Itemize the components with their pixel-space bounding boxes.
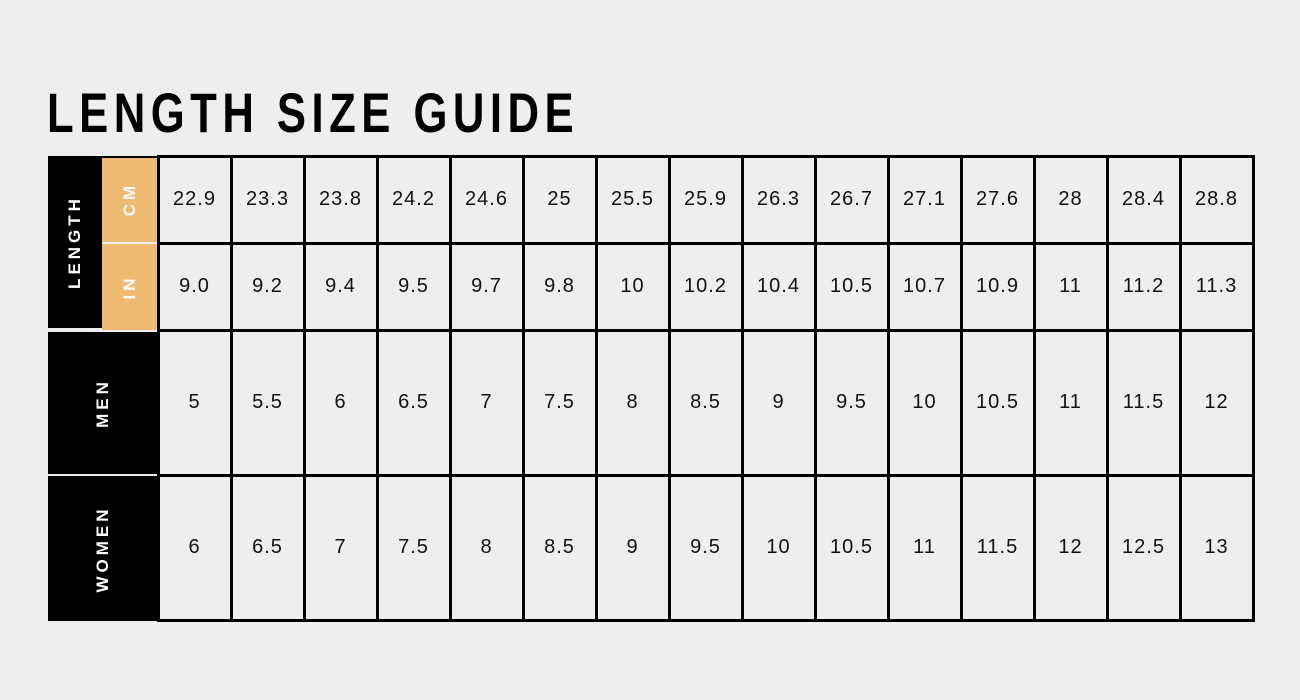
table-cell-women: 8.5 <box>544 536 575 558</box>
table-cell-in: 9.2 <box>252 275 283 297</box>
grid-line-vertical <box>887 156 890 621</box>
grid-line-vertical <box>303 156 306 621</box>
table-cell-cm: 27.1 <box>903 188 946 210</box>
table-cell-in: 10.4 <box>757 275 800 297</box>
table-cell-in: 10 <box>620 275 645 297</box>
table-cell-in: 9.5 <box>398 275 429 297</box>
table-cell-cm: 22.9 <box>173 188 216 210</box>
grid-line-vertical <box>230 156 233 621</box>
table-cell-men: 9 <box>772 391 785 413</box>
table-cell-men: 10 <box>912 391 937 413</box>
table-cell-cm: 27.6 <box>976 188 1019 210</box>
length-header: LENGTH <box>48 156 102 328</box>
table-cell-men: 12 <box>1204 391 1229 413</box>
table-cell-men: 11 <box>1059 391 1082 413</box>
table-cell-cm: 24.2 <box>392 188 435 210</box>
table-cell-cm: 23.8 <box>319 188 362 210</box>
table-cell-cm: 26.3 <box>757 188 800 210</box>
table-cell-men: 9.5 <box>836 391 867 413</box>
cm-header: CM <box>102 156 157 242</box>
table-cell-men: 8 <box>626 391 639 413</box>
grid-line-vertical <box>1106 156 1109 621</box>
table-cell-women: 6.5 <box>252 536 283 558</box>
table-cell-women: 12 <box>1058 536 1083 558</box>
table-cell-women: 10 <box>766 536 791 558</box>
grid-line-horizontal <box>48 156 158 158</box>
in-label: IN <box>119 274 139 300</box>
table-cell-women: 11 <box>913 536 936 558</box>
table-cell-men: 5 <box>188 391 201 413</box>
table-cell-women: 12.5 <box>1122 536 1165 558</box>
grid-line-horizontal <box>157 619 1255 622</box>
table-cell-women: 9 <box>626 536 639 558</box>
table-cell-cm: 25.9 <box>684 188 727 210</box>
table-cell-in: 10.7 <box>903 275 946 297</box>
table-cell-cm: 24.6 <box>465 188 508 210</box>
table-cell-cm: 28.4 <box>1122 188 1165 210</box>
table-cell-in: 11.2 <box>1122 275 1165 297</box>
grid-line-horizontal <box>157 474 1255 477</box>
grid-line-vertical <box>522 156 525 621</box>
table-cell-men: 8.5 <box>690 391 721 413</box>
table-cell-in: 9.8 <box>544 275 575 297</box>
table-cell-men: 7 <box>480 391 493 413</box>
table-cell-cm: 26.7 <box>830 188 873 210</box>
table-cell-men: 7.5 <box>544 391 575 413</box>
table-cell-in: 9.0 <box>179 275 210 297</box>
table-cell-in: 10.2 <box>684 275 727 297</box>
table-cell-men: 10.5 <box>976 391 1019 413</box>
grid-line-horizontal <box>157 155 1255 158</box>
table-cell-women: 7.5 <box>398 536 429 558</box>
women-label: WOMEN <box>93 504 112 593</box>
length-label: LENGTH <box>65 195 84 289</box>
men-header: MEN <box>48 332 158 474</box>
table-cell-men: 6 <box>334 391 347 413</box>
grid-line-vertical <box>376 156 379 621</box>
grid-line-horizontal <box>157 329 1255 332</box>
table-cell-cm: 28.8 <box>1195 188 1238 210</box>
table-cell-men: 6.5 <box>398 391 429 413</box>
table-cell-in: 11.3 <box>1195 275 1238 297</box>
grid-line-vertical <box>960 156 963 621</box>
table-cell-cm: 23.3 <box>246 188 289 210</box>
table-cell-women: 13 <box>1204 536 1229 558</box>
men-label: MEN <box>93 378 112 428</box>
women-header: WOMEN <box>48 476 158 621</box>
table-cell-women: 8 <box>480 536 493 558</box>
grid-line-vertical <box>1179 156 1182 621</box>
grid-line-vertical <box>595 156 598 621</box>
table-cell-in: 11 <box>1059 275 1082 297</box>
table-cell-women: 9.5 <box>690 536 721 558</box>
table-cell-men: 5.5 <box>252 391 283 413</box>
table-cell-cm: 28 <box>1058 188 1083 210</box>
table-cell-women: 7 <box>334 536 347 558</box>
table-cell-in: 9.4 <box>325 275 356 297</box>
page-title: LENGTH SIZE GUIDE <box>47 81 580 144</box>
grid-line-vertical <box>814 156 817 621</box>
table-cell-in: 10.9 <box>976 275 1019 297</box>
grid-line-vertical <box>668 156 671 621</box>
size-table: LENGTH CM IN MEN WOMEN 22.9 23.3 23.8 24.2 2… <box>48 155 1255 622</box>
table-cell-cm: 25 <box>547 188 572 210</box>
grid-line-vertical <box>157 156 160 621</box>
grid-line-vertical <box>741 156 744 621</box>
table-cell-cm: 25.5 <box>611 188 654 210</box>
table-cell-women: 11.5 <box>976 536 1019 558</box>
grid-line-vertical <box>449 156 452 621</box>
in-header: IN <box>102 244 157 330</box>
cm-label: CM <box>119 181 139 217</box>
table-cell-women: 10.5 <box>830 536 873 558</box>
table-cell-in: 9.7 <box>471 275 502 297</box>
grid-line-vertical <box>1033 156 1036 621</box>
table-cell-in: 10.5 <box>830 275 873 297</box>
table-cell-men: 11.5 <box>1122 391 1165 413</box>
grid-line-horizontal <box>157 242 1255 245</box>
table-cell-women: 6 <box>188 536 201 558</box>
grid-line-vertical <box>1252 156 1255 621</box>
